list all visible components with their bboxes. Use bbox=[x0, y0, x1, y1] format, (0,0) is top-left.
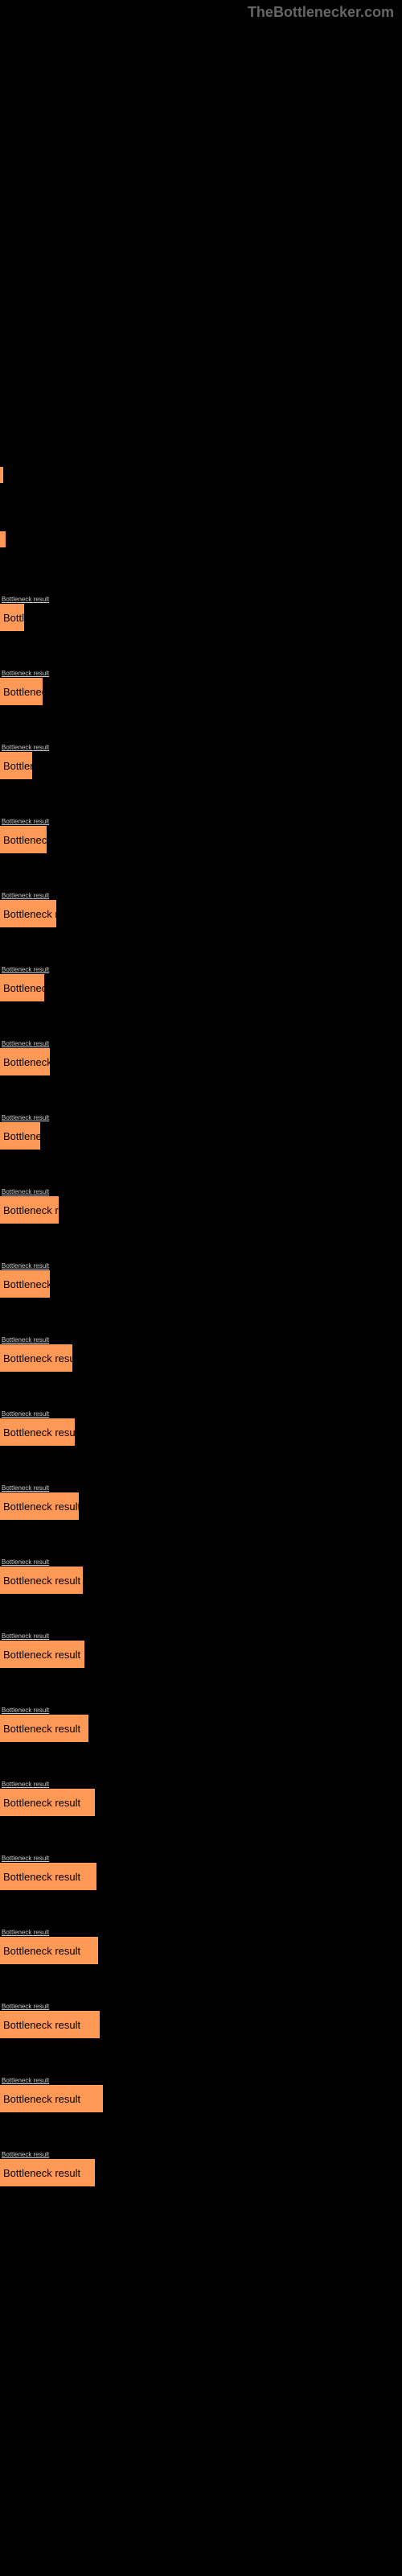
tiny-bar bbox=[0, 467, 3, 483]
bar-row: Bottleneck resultBottleneck r bbox=[0, 966, 402, 1001]
bar: Bottleneck result bbox=[0, 1567, 83, 1594]
bar: Bottleneck bbox=[0, 678, 43, 705]
bar-row: Bottleneck resultBottleneck result bbox=[0, 1781, 402, 1816]
bar: Bottleneck result bbox=[0, 1492, 79, 1520]
bar-row: Bottleneck resultBottleneck result bbox=[0, 1484, 402, 1520]
bar: Bottleneck result bbox=[0, 1418, 75, 1446]
watermark: TheBottlenecker.com bbox=[248, 4, 394, 21]
bar-link[interactable]: Bottleneck result bbox=[0, 1410, 402, 1418]
bar-row: Bottleneck resultBottleneck result bbox=[0, 1336, 402, 1372]
bar-row: Bottleneck resultBottle bbox=[0, 596, 402, 631]
bar-link[interactable]: Bottleneck result bbox=[0, 1633, 402, 1640]
bar-row: Bottleneck resultBottleneck resu bbox=[0, 1188, 402, 1224]
bar: Bottleneck result bbox=[0, 1715, 88, 1742]
bar: Bottlenec bbox=[0, 1122, 40, 1150]
bar: Bottleneck r bbox=[0, 974, 44, 1001]
bar-link[interactable]: Bottleneck result bbox=[0, 1262, 402, 1269]
bar: Bottleneck result bbox=[0, 1863, 96, 1890]
bar-row: Bottleneck resultBottleneck result bbox=[0, 2077, 402, 2112]
bar-link[interactable]: Bottleneck result bbox=[0, 2077, 402, 2084]
bar: Bottleneck result bbox=[0, 1937, 98, 1964]
bar-link[interactable]: Bottleneck result bbox=[0, 1188, 402, 1195]
bar-row: Bottleneck resultBottleneck result bbox=[0, 1855, 402, 1890]
bar-link[interactable]: Bottleneck result bbox=[0, 596, 402, 603]
bar: Bottlen bbox=[0, 752, 32, 779]
bar: Bottleneck result bbox=[0, 1789, 95, 1816]
bar: Bottleneck result bbox=[0, 2085, 103, 2112]
bar-link[interactable]: Bottleneck result bbox=[0, 1781, 402, 1788]
bar-row: Bottleneck resultBottleneck re bbox=[0, 1040, 402, 1075]
bar-row: Bottleneck resultBottleneck result bbox=[0, 1558, 402, 1594]
tiny-bar bbox=[0, 531, 6, 547]
bar-row: Bottleneck resultBottleneck result bbox=[0, 2151, 402, 2186]
bar-row: Bottleneck resultBottleneck re bbox=[0, 1262, 402, 1298]
bar-link[interactable]: Bottleneck result bbox=[0, 1855, 402, 1862]
bar: Bottle bbox=[0, 604, 24, 631]
bar-link[interactable]: Bottleneck result bbox=[0, 1929, 402, 1936]
bar: Bottleneck re bbox=[0, 1048, 50, 1075]
bar-link[interactable]: Bottleneck result bbox=[0, 2151, 402, 2158]
bar-row: Bottleneck resultBottleneck rest bbox=[0, 892, 402, 927]
bar-row: Bottleneck resultBottlenec bbox=[0, 1114, 402, 1150]
bar: Bottleneck rest bbox=[0, 900, 56, 927]
bar: Bottleneck result bbox=[0, 2011, 100, 2038]
bar-link[interactable]: Bottleneck result bbox=[0, 1558, 402, 1566]
bar: Bottleneck result bbox=[0, 2159, 95, 2186]
bar-row: Bottleneck resultBottleneck result bbox=[0, 1929, 402, 1964]
bar-row: Bottleneck resultBottleneck bbox=[0, 670, 402, 705]
bar: Bottleneck result bbox=[0, 1344, 72, 1372]
bar-link[interactable]: Bottleneck result bbox=[0, 2003, 402, 2010]
bar-row: Bottleneck resultBottleneck result bbox=[0, 1410, 402, 1446]
bar-row: Bottleneck resultBottleneck result bbox=[0, 1633, 402, 1668]
bar-link[interactable]: Bottleneck result bbox=[0, 1484, 402, 1492]
bar: Bottleneck result bbox=[0, 1641, 84, 1668]
bar-link[interactable]: Bottleneck result bbox=[0, 1114, 402, 1121]
bar-link[interactable]: Bottleneck result bbox=[0, 966, 402, 973]
bar-link[interactable]: Bottleneck result bbox=[0, 1040, 402, 1047]
tiny-bars-section bbox=[0, 467, 402, 547]
bar: Bottleneck r bbox=[0, 826, 47, 853]
bar: Bottleneck re bbox=[0, 1270, 50, 1298]
bar-link[interactable]: Bottleneck result bbox=[0, 1336, 402, 1344]
bar-link[interactable]: Bottleneck result bbox=[0, 818, 402, 825]
bars-section: Bottleneck resultBottleBottleneck result… bbox=[0, 596, 402, 2186]
bar-row: Bottleneck resultBottleneck result bbox=[0, 1707, 402, 1742]
bar-row: Bottleneck resultBottleneck result bbox=[0, 2003, 402, 2038]
bar: Bottleneck resu bbox=[0, 1196, 59, 1224]
bar-row: Bottleneck resultBottleneck r bbox=[0, 818, 402, 853]
bar-link[interactable]: Bottleneck result bbox=[0, 892, 402, 899]
bar-row: Bottleneck resultBottlen bbox=[0, 744, 402, 779]
bar-link[interactable]: Bottleneck result bbox=[0, 1707, 402, 1714]
bar-link[interactable]: Bottleneck result bbox=[0, 670, 402, 677]
top-spacer bbox=[0, 0, 402, 467]
bar-link[interactable]: Bottleneck result bbox=[0, 744, 402, 751]
